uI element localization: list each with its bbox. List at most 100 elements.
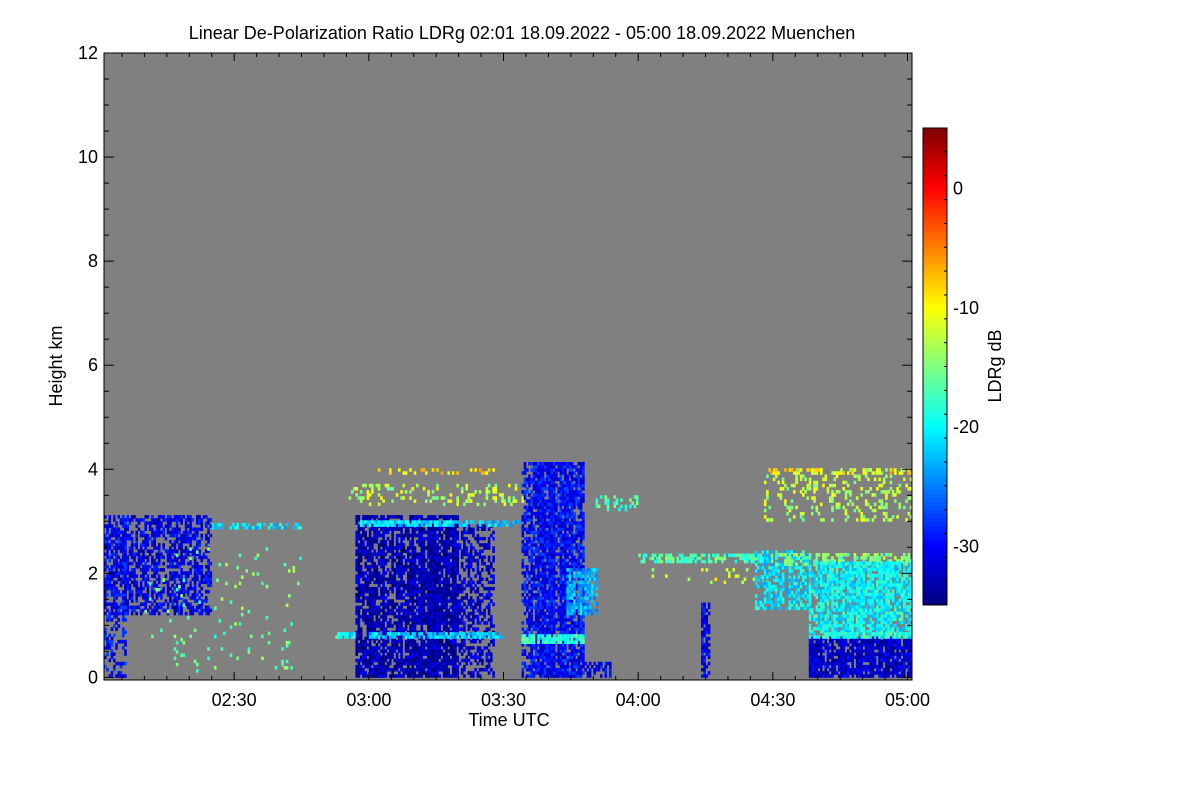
heatmap-cell xyxy=(386,636,390,641)
heatmap-cell xyxy=(487,540,491,544)
heatmap-cell xyxy=(400,540,403,544)
heatmap-cell xyxy=(566,561,569,566)
heatmap-cell xyxy=(436,668,439,672)
heatmap-cell xyxy=(382,658,385,663)
heatmap-cell xyxy=(548,496,551,500)
heatmap-cell xyxy=(528,590,531,594)
heatmap-cell xyxy=(162,543,165,547)
heatmap-cell xyxy=(483,524,486,528)
heatmap-cell xyxy=(115,674,118,678)
heatmap-cell xyxy=(169,558,172,563)
heatmap-cell xyxy=(377,549,381,553)
heatmap-cell xyxy=(413,618,417,622)
heatmap-cell xyxy=(299,556,302,561)
heatmap-cell xyxy=(508,483,511,488)
heatmap-cell xyxy=(431,627,435,631)
heatmap-cell xyxy=(104,536,107,541)
heatmap-cell xyxy=(418,652,421,656)
heatmap-cell xyxy=(534,483,538,488)
heatmap-cell xyxy=(537,493,540,497)
heatmap-cell xyxy=(566,630,569,635)
heatmap-cell xyxy=(409,546,412,550)
heatmap-cell xyxy=(205,524,208,528)
heatmap-cell xyxy=(449,527,453,531)
heatmap-cell xyxy=(355,574,358,578)
heatmap-cell xyxy=(108,518,112,522)
heatmap-cell xyxy=(389,652,392,656)
heatmap-cell xyxy=(382,520,385,524)
heatmap-cell xyxy=(144,577,147,581)
heatmap-cell xyxy=(523,483,527,488)
heatmap-cell xyxy=(122,596,125,600)
heatmap-cell xyxy=(530,590,533,594)
heatmap-cell xyxy=(420,668,424,672)
heatmap-cell xyxy=(445,565,448,569)
heatmap-cell xyxy=(436,523,439,527)
heatmap-cell xyxy=(124,639,127,644)
heatmap-cell xyxy=(294,522,298,527)
heatmap-cell xyxy=(541,555,545,560)
heatmap-cell xyxy=(451,523,455,527)
heatmap-cell xyxy=(420,615,424,619)
heatmap-cell xyxy=(407,615,410,619)
heatmap-cell xyxy=(456,674,459,678)
heatmap-cell xyxy=(548,646,551,650)
heatmap-cell xyxy=(537,602,540,606)
heatmap-cell xyxy=(155,552,159,556)
heatmap-cell xyxy=(463,639,466,644)
heatmap-cell xyxy=(391,608,394,613)
heatmap-cell xyxy=(122,521,125,525)
heatmap-cell xyxy=(146,583,150,588)
heatmap-cell xyxy=(184,546,188,550)
heatmap-cell xyxy=(458,643,462,647)
heatmap-cell xyxy=(382,533,385,538)
heatmap-cell xyxy=(555,543,558,547)
heatmap-cell xyxy=(389,577,392,581)
heatmap-cell xyxy=(375,577,379,581)
heatmap-cell xyxy=(393,635,397,639)
heatmap-cell xyxy=(537,549,540,553)
heatmap-cell xyxy=(472,580,475,585)
heatmap-cell xyxy=(429,546,432,550)
heatmap-cell xyxy=(373,639,376,644)
heatmap-cell xyxy=(409,568,412,572)
heatmap-cell xyxy=(173,634,177,639)
heatmap-cell xyxy=(537,527,540,531)
heatmap-cell xyxy=(389,661,392,666)
heatmap-cell xyxy=(420,661,424,666)
heatmap-cell xyxy=(416,649,419,653)
heatmap-cell xyxy=(366,555,370,560)
heatmap-cell xyxy=(377,664,381,669)
heatmap-cell xyxy=(359,627,363,631)
heatmap-cell xyxy=(541,549,545,553)
heatmap-cell xyxy=(548,505,551,510)
heatmap-cell xyxy=(561,521,565,525)
heatmap-cell xyxy=(189,608,192,613)
heatmap-cell xyxy=(373,658,376,663)
heatmap-cell xyxy=(119,546,123,550)
heatmap-cell xyxy=(398,561,401,566)
heatmap-cell xyxy=(552,621,556,625)
heatmap-cell xyxy=(142,596,145,600)
heatmap-cell xyxy=(440,605,444,610)
heatmap-cell xyxy=(126,536,129,541)
heatmap-cell xyxy=(539,608,542,613)
heatmap-cell xyxy=(148,552,152,556)
heatmap-cell xyxy=(122,599,125,603)
heatmap-cell xyxy=(561,499,565,503)
heatmap-cell xyxy=(469,655,473,659)
heatmap-cell xyxy=(151,568,154,572)
heatmap-cell xyxy=(133,571,136,575)
heatmap-cell xyxy=(393,615,397,619)
heatmap-cell xyxy=(362,586,365,591)
heatmap-cell xyxy=(171,599,174,603)
heatmap-cell xyxy=(508,499,511,503)
heatmap-cell xyxy=(173,549,177,553)
heatmap-cell xyxy=(193,583,197,588)
heatmap-cell xyxy=(373,627,376,631)
heatmap-cell xyxy=(180,605,183,610)
heatmap-cell xyxy=(380,540,383,544)
heatmap-cell xyxy=(193,599,197,603)
heatmap-cell xyxy=(375,527,379,531)
heatmap-cell xyxy=(400,618,403,622)
